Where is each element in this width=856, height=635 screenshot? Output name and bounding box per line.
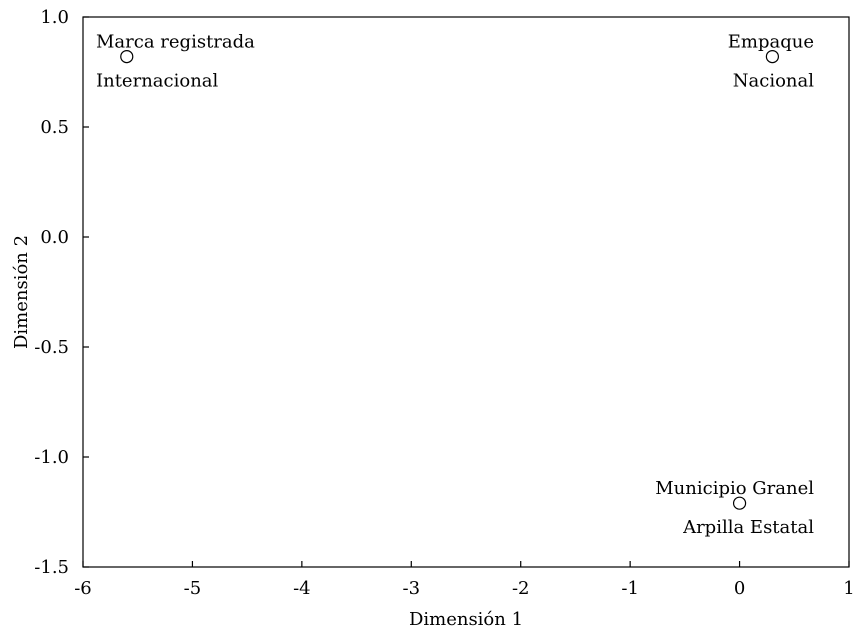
x-tick-label: -5: [184, 578, 202, 599]
x-tick-label: -3: [403, 578, 421, 599]
x-tick-label: 1: [843, 578, 854, 599]
y-tick-label: 0.0: [40, 227, 69, 248]
data-point-label-above: Marca registrada: [96, 32, 255, 53]
x-tick-label: 0: [734, 578, 745, 599]
data-points: Marca registrada Internacional Empaque Naci…: [96, 32, 814, 539]
y-tick-label: -1.0: [34, 447, 69, 468]
x-tick-label: -4: [293, 578, 311, 599]
y-axis-ticks: 1.0 0.5 0.0 -0.5 -1.0 -1.5: [34, 7, 89, 578]
data-point-marker: [732, 496, 747, 510]
data-point-label-below: Internacional: [96, 71, 219, 92]
data-point-label-below: Arpilla Estatal: [682, 517, 814, 538]
y-tick-label: 0.5: [40, 117, 69, 138]
plot-frame: [82, 16, 850, 568]
y-tick-label: -1.5: [34, 557, 69, 578]
data-point-label-above: Empaque: [728, 32, 814, 53]
x-axis-ticks: -6 -5 -4 -3 -2 -1 0 1: [74, 561, 855, 599]
data-point-marker: [120, 49, 134, 64]
x-tick-label: -6: [74, 578, 92, 599]
x-tick-label: -1: [621, 578, 639, 599]
data-point-marker: [765, 49, 780, 64]
y-tick-label: -0.5: [34, 337, 69, 358]
x-axis-title: Dimensión 1: [409, 609, 523, 630]
x-tick-label: -2: [512, 578, 530, 599]
data-point-label-above: Municipio Granel: [655, 478, 814, 499]
data-point-label-below: Nacional: [733, 71, 814, 92]
y-axis-title: Dimensión 2: [11, 235, 32, 349]
y-tick-label: 1.0: [40, 7, 69, 28]
